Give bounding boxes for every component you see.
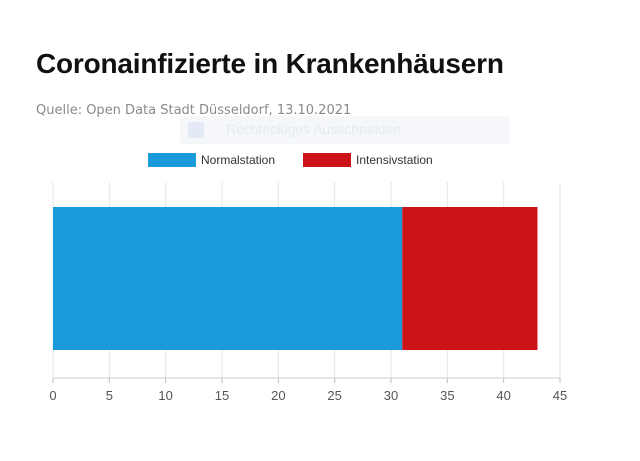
chart-source: Quelle: Open Data Stadt Düsseldorf, 13.1… xyxy=(36,103,352,118)
x-tick-label-0: 0 xyxy=(49,388,56,403)
scissors-icon xyxy=(188,122,204,138)
bars xyxy=(53,207,538,350)
x-tick-label-10: 10 xyxy=(158,388,172,403)
x-axis-ticks: 0 5 10 15 20 25 30 35 40 45 xyxy=(49,388,567,403)
legend-label-normalstation: Normalstation xyxy=(201,153,275,167)
screen-capture-overlay[interactable]: Rechteckiges Ausschneiden xyxy=(180,116,510,144)
x-tick-label-20: 20 xyxy=(271,388,285,403)
overlay-label: Rechteckiges Ausschneiden xyxy=(226,121,402,137)
bar-intensivstation xyxy=(402,207,538,350)
legend-swatch-intensivstation xyxy=(303,153,351,167)
x-tick-label-40: 40 xyxy=(496,388,510,403)
x-tick-label-25: 25 xyxy=(327,388,341,403)
bar-normalstation xyxy=(53,207,403,350)
x-tick-label-15: 15 xyxy=(215,388,229,403)
x-tick-label-30: 30 xyxy=(384,388,398,403)
legend-label-intensivstation: Intensivstation xyxy=(356,153,433,167)
chart-title: Coronainfizierte in Krankenhäusern xyxy=(36,48,504,79)
x-tick-label-35: 35 xyxy=(440,388,454,403)
x-tick-label-5: 5 xyxy=(106,388,113,403)
x-tick-label-45: 45 xyxy=(553,388,567,403)
legend: Normalstation Intensivstation xyxy=(148,153,433,167)
legend-swatch-normalstation xyxy=(148,153,196,167)
